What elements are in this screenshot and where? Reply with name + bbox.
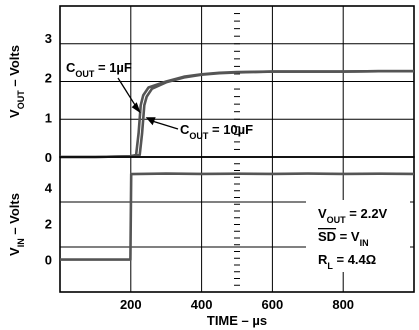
- bottom-ylabel-part-0: V: [7, 247, 22, 256]
- conditions-box-bg: [306, 200, 410, 272]
- callout-label-1uF-part-1: OUT: [75, 69, 95, 79]
- condition-line-1: SD = VIN: [318, 229, 369, 248]
- top-ylabel-part-1: OUT: [16, 90, 26, 110]
- condition-line-1-part-2: IN: [360, 238, 369, 248]
- callout-arrow-1uF: [117, 77, 139, 110]
- callout-label-1uF-part-2: = 1µF: [94, 60, 132, 75]
- xtick-label-2: 600: [262, 297, 284, 312]
- callout-label-10uF: COUT = 10µF: [180, 122, 253, 141]
- callout-label-10uF-part-1: OUT: [189, 131, 209, 141]
- bottom-series-line-0: [60, 172, 415, 261]
- bottom-frame: [59, 156, 415, 293]
- callout-label-1uF-part-0: C: [66, 60, 76, 75]
- condition-line-2: RL = 4.4Ω: [318, 252, 376, 271]
- callout-arrowhead-10uF: [145, 117, 156, 126]
- top-ylabel-part-0: V: [7, 109, 22, 118]
- callout-label-1uF: COUT = 1µF: [66, 60, 132, 79]
- condition-line-0-part-2: = 2.2V: [346, 206, 388, 221]
- callout-label-10uF-part-0: C: [180, 122, 190, 137]
- bottom-ylabel-part-1: IN: [16, 238, 26, 247]
- condition-line-2-part-2: = 4.4Ω: [333, 252, 376, 267]
- callout-label-10uF-part-2: = 10µF: [208, 122, 253, 137]
- top-series-line-1: [60, 69, 414, 159]
- condition-line-2-part-1: L: [327, 261, 333, 271]
- top-ytick-label-2: 2: [45, 71, 52, 86]
- bottom-ytick-label-2: 4: [45, 181, 53, 196]
- condition-line-0: VOUT = 2.2V: [318, 206, 388, 225]
- condition-line-1-part-1: = V: [336, 229, 360, 244]
- top-panel: 0 1 2 3: [45, 5, 415, 165]
- top-ytick-label-1: 1: [45, 110, 52, 125]
- bottom-ylabel-part-2: – Volts: [7, 193, 22, 238]
- bottom-ytick-label-0: 0: [45, 253, 52, 268]
- xtick-label-1: 400: [191, 297, 213, 312]
- condition-line-2-part-0: R: [318, 252, 328, 267]
- xtick-label-3: 800: [332, 297, 354, 312]
- callout-arrowhead-1uF: [131, 102, 141, 114]
- top-ylabel: VOUT – Volts: [7, 45, 26, 118]
- condition-line-1-part-0: SD: [318, 229, 336, 244]
- xlabel: TIME – µs: [207, 313, 267, 328]
- xtick-label-0: 200: [120, 297, 142, 312]
- bottom-ylabel: VIN – Volts: [7, 193, 26, 256]
- top-ylabel-part-2: – Volts: [7, 45, 22, 90]
- condition-line-0-part-0: V: [318, 206, 327, 221]
- top-ytick-label-0: 0: [45, 150, 52, 165]
- top-ytick-label-3: 3: [45, 31, 52, 46]
- callout-arrow-10uF: [149, 119, 179, 130]
- top-series-line-0: [60, 69, 414, 159]
- bottom-ytick-label-1: 2: [45, 217, 52, 232]
- bottom-panel: 0 2 4 200 400 600 800: [45, 156, 415, 312]
- condition-line-0-part-1: OUT: [327, 215, 347, 225]
